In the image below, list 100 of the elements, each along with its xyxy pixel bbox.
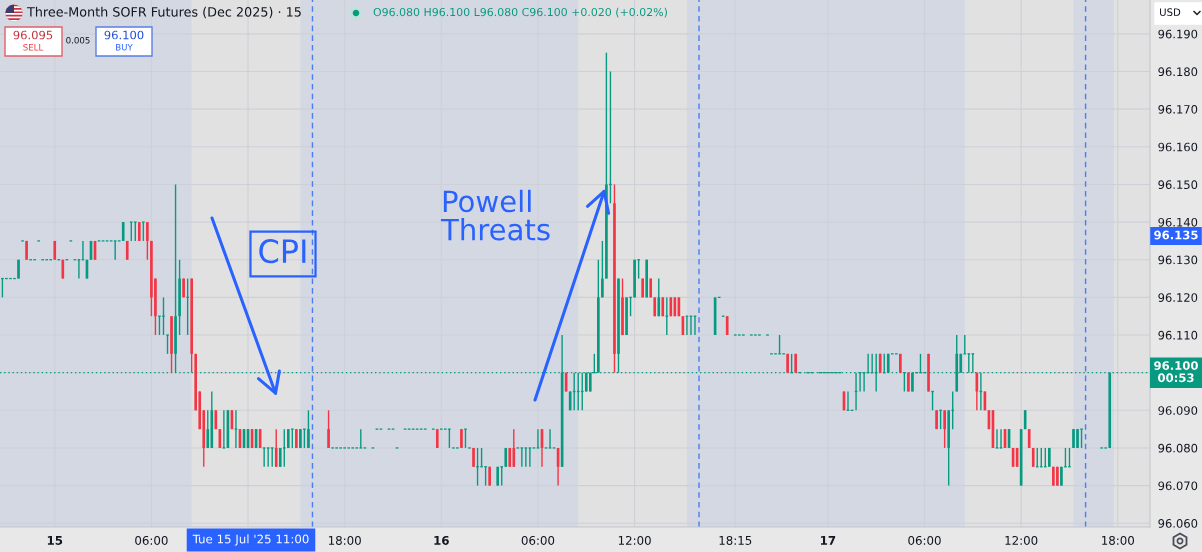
candlestick [1072,428,1075,449]
candlestick [903,371,906,393]
y-tick-label: 96.160 [1158,142,1198,152]
annotation: SELL [23,43,44,51]
candlestick [448,428,451,449]
candlestick [435,428,439,449]
candlestick [999,428,1003,449]
candlestick [1035,447,1039,468]
annotation: CPI [259,239,306,264]
candlestick [963,334,967,355]
candlestick [637,259,640,280]
candlestick [1039,447,1043,468]
candlestick [460,428,463,449]
candlestick [174,183,177,374]
candlestick [1060,466,1063,487]
candlestick [190,277,193,374]
x-tick-label: 06:00 [521,535,555,545]
candlestick [166,334,169,355]
candlestick [882,353,886,374]
candlestick [262,447,266,468]
candlestick [605,52,608,280]
candlestick [524,447,528,468]
candlestick [927,353,930,393]
candlestick [480,447,483,468]
candlestick [1,277,4,299]
candlestick [943,409,946,449]
candlestick [665,296,669,336]
candlestick [121,221,125,242]
candlestick [484,466,487,487]
y-tick-label: 96.140 [1158,217,1198,227]
text: Tue 15 Jul '25 11:00 [192,534,309,546]
candlestick [995,428,999,449]
candlestick [488,466,491,487]
candlestick [919,353,922,374]
x-tick-label: 06:00 [135,535,168,545]
candlestick [520,447,524,468]
candlestick [572,371,576,412]
candlestick [327,409,330,449]
candlestick [899,353,902,374]
candlestick [182,277,185,299]
candlestick [359,428,363,449]
x-tick-label: 06:00 [908,535,941,545]
candlestick [133,221,137,242]
candlestick [794,353,797,374]
candlestick [291,428,294,449]
y-tick-label: 96.180 [1158,67,1198,77]
candlestick [266,447,270,468]
candlestick [1027,428,1031,449]
candlestick [5,277,8,280]
candlestick [576,371,580,412]
candlestick [170,315,173,374]
candlestick [874,353,878,393]
candlestick [146,221,149,261]
chart-title: Three-Month SOFR Futures (Dec 2025) · 15 [26,6,301,19]
y-tick-label: 96.150 [1158,180,1198,189]
candlestick [476,447,479,487]
y-tick-label: 96.070 [1158,481,1198,491]
candlestick [129,221,133,242]
candlestick [1043,447,1047,468]
candlestick [464,428,467,449]
x-tick-label: 18:15 [719,535,752,545]
candlestick [1048,447,1051,468]
candlestick [307,409,310,449]
text: O96.080 H96.100 L96.080 C96.100 +0.020 (+0.02%) [373,7,667,18]
candlestick [1068,447,1071,468]
candlestick [528,447,532,468]
candlestick [931,390,934,412]
candlestick [178,259,181,336]
x-tick-label: 15 [47,536,63,545]
candlestick [222,409,226,449]
candlestick [641,277,644,299]
annotation: 96.095 [13,30,53,40]
y-tick-label: 96.110 [1158,330,1198,340]
y-tick-label: 96.060 [1158,519,1198,528]
candlestick [299,428,302,449]
candlestick [472,447,475,468]
y-tick-label: 96.080 [1158,443,1198,453]
ref-line-label: 96.100 00:53 [1154,361,1198,383]
candlestick [113,240,117,261]
candlestick [1080,428,1083,449]
candlestick [25,240,28,261]
candlestick [1052,466,1055,487]
candlestick [295,428,298,449]
candlestick [1056,466,1059,487]
y-tick-label: 96.090 [1158,406,1198,415]
candlestick [625,296,628,336]
candlestick [234,409,238,449]
candlestick [150,240,153,317]
candlestick [548,428,552,449]
candlestick [186,277,189,336]
candlestick [778,334,781,355]
y-tick-label: 96.190 [1158,29,1198,39]
y-tick-label: 96.120 [1158,293,1198,302]
x-tick-label: 18:00 [1102,535,1135,545]
candlestick [939,409,942,430]
annotation: BUY [116,44,133,51]
candlestick [303,428,306,449]
candlestick [621,277,624,336]
candlestick [601,240,604,299]
candlestick [162,296,165,336]
